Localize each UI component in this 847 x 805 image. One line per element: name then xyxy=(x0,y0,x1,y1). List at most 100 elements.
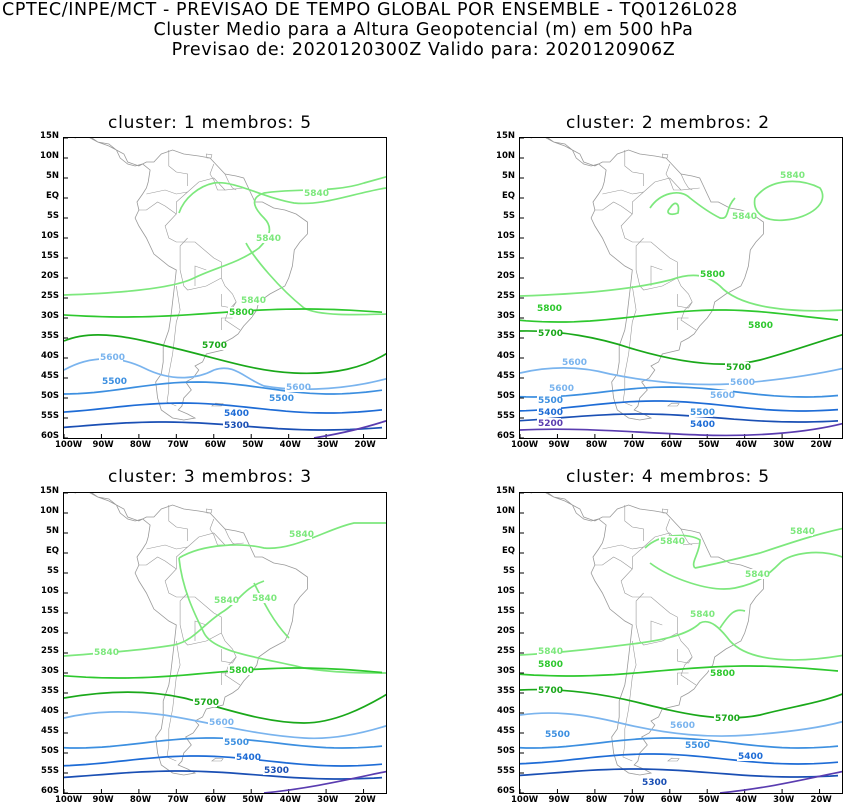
contour-label: 5500 xyxy=(685,741,710,751)
contour-label: 5840 xyxy=(790,527,815,537)
y-axis-label: 60S xyxy=(41,786,59,796)
y-axis-label: 5N xyxy=(45,171,59,181)
contour-label: 5840 xyxy=(745,570,770,580)
contour-label: 5300 xyxy=(264,766,289,776)
header-title: CPTEC/INPE/MCT - PREVISAO DE TEMPO GLOBA… xyxy=(2,0,738,20)
contour-label: 5800 xyxy=(748,321,773,331)
y-axis-label: 60S xyxy=(41,431,59,441)
contour-label-bg xyxy=(536,303,560,313)
y-axis-label: 5N xyxy=(501,171,515,181)
island xyxy=(205,153,213,159)
contour-label-bg xyxy=(714,713,738,723)
contour-label: 5840 xyxy=(538,647,563,657)
contour-label-bg xyxy=(213,595,237,605)
country-border xyxy=(622,285,637,407)
x-axis-label: 40W xyxy=(735,795,757,805)
contour-label-bg xyxy=(223,737,247,747)
map-panel-3: 5840 5840 5840 5840 5800 5700 5600 5500 5400 5300 xyxy=(63,492,387,794)
x-axis-label: 30W xyxy=(773,440,795,450)
country-border xyxy=(602,544,644,550)
y-axis-label: 60S xyxy=(497,786,515,796)
x-axis-label: 30W xyxy=(317,440,339,450)
contour-label-bg xyxy=(537,646,561,656)
country-border xyxy=(179,237,188,270)
island xyxy=(661,508,669,514)
x-axis-label: 20W xyxy=(354,795,376,805)
country-border xyxy=(665,163,681,191)
x-axis-label: 80W xyxy=(585,795,608,805)
country-border xyxy=(164,532,244,646)
y-axis-label: 40S xyxy=(497,706,515,716)
x-axis-label: 60W xyxy=(660,440,682,450)
contour-label-bg xyxy=(544,729,568,739)
contour-label: 5600 xyxy=(549,384,574,394)
x-axis-label: 90W xyxy=(92,795,114,805)
contour-label: 5700 xyxy=(726,363,751,373)
contour-label-bg xyxy=(201,340,225,350)
x-axis-label: 30W xyxy=(317,795,339,805)
country-border xyxy=(635,592,644,625)
contour-label: 5840 xyxy=(660,537,685,547)
contour-label-bg xyxy=(537,407,561,417)
contour-label: 5600 xyxy=(670,721,695,731)
y-axis-label: 35S xyxy=(41,686,59,696)
y-axis-label: 55S xyxy=(41,766,59,776)
y-axis-label: 40S xyxy=(41,351,59,361)
contour-label-bg xyxy=(228,307,252,317)
coastline xyxy=(530,493,764,776)
country-border xyxy=(677,632,693,664)
y-axis-label: 30S xyxy=(497,311,515,321)
country-border xyxy=(680,656,697,686)
x-axis-label: 40W xyxy=(279,795,301,805)
contour-label: 5700 xyxy=(538,686,563,696)
contour-label: 5500 xyxy=(545,730,570,740)
contour-5400 xyxy=(64,402,383,414)
y-axis-label: 45S xyxy=(41,371,59,381)
contour-label: 5800 xyxy=(229,666,254,676)
x-axis-label: 60W xyxy=(660,795,682,805)
contour-label-bg xyxy=(263,765,287,775)
y-axis-label: 10N xyxy=(40,151,59,161)
contour-label-bg xyxy=(228,665,252,675)
contour-5840 xyxy=(520,620,842,661)
y-axis-label: 15N xyxy=(40,486,59,496)
contour-label-bg xyxy=(101,376,125,386)
contour-label-bg xyxy=(537,418,561,428)
contour-label-bg xyxy=(779,170,803,180)
contour-label: 5840 xyxy=(289,530,314,540)
x-axis-label: 60W xyxy=(204,440,226,450)
contour-5840 xyxy=(694,527,842,569)
y-axis-label: 5N xyxy=(45,526,59,536)
x-axis-label: 100W xyxy=(55,440,83,450)
y-axis-label: 20S xyxy=(497,271,515,281)
y-axis-label: EQ xyxy=(501,546,515,556)
x-axis-label: 50W xyxy=(242,440,264,450)
x-axis-label: 90W xyxy=(92,440,114,450)
contour-label: 5500 xyxy=(102,377,127,387)
contour-5300 xyxy=(520,413,839,423)
contour-label: 5840 xyxy=(732,212,757,222)
country-border xyxy=(680,528,693,546)
map-panel-1: 5840 5840 5840 5800 5700 5600 5600 5500 5500 5400… xyxy=(63,137,387,439)
contour-label-bg xyxy=(240,295,264,305)
figure-header: CPTEC/INPE/MCT - PREVISAO DE TEMPO GLOBA… xyxy=(0,0,847,60)
y-axis-label: 20S xyxy=(41,626,59,636)
contour-label: 5840 xyxy=(256,234,281,244)
contour-label-bg xyxy=(744,569,768,579)
contour-5600 xyxy=(520,367,842,386)
panel-title-1: cluster: 1 membros: 5 xyxy=(108,113,312,133)
country-border xyxy=(224,656,241,686)
y-axis-label: 25S xyxy=(497,291,515,301)
country-border xyxy=(680,301,697,331)
island xyxy=(667,402,680,407)
contour-label: 5840 xyxy=(304,189,329,199)
y-axis-label: 55S xyxy=(497,766,515,776)
contour-label: 5300 xyxy=(642,778,667,788)
country-border xyxy=(594,201,633,215)
contour-label: 5700 xyxy=(715,714,740,724)
contour-5200 xyxy=(313,420,386,438)
contour-label-bg xyxy=(251,593,275,603)
y-axis-label: 50S xyxy=(41,391,59,401)
contour-label: 5800 xyxy=(229,308,254,318)
x-axis-label: 50W xyxy=(242,795,264,805)
